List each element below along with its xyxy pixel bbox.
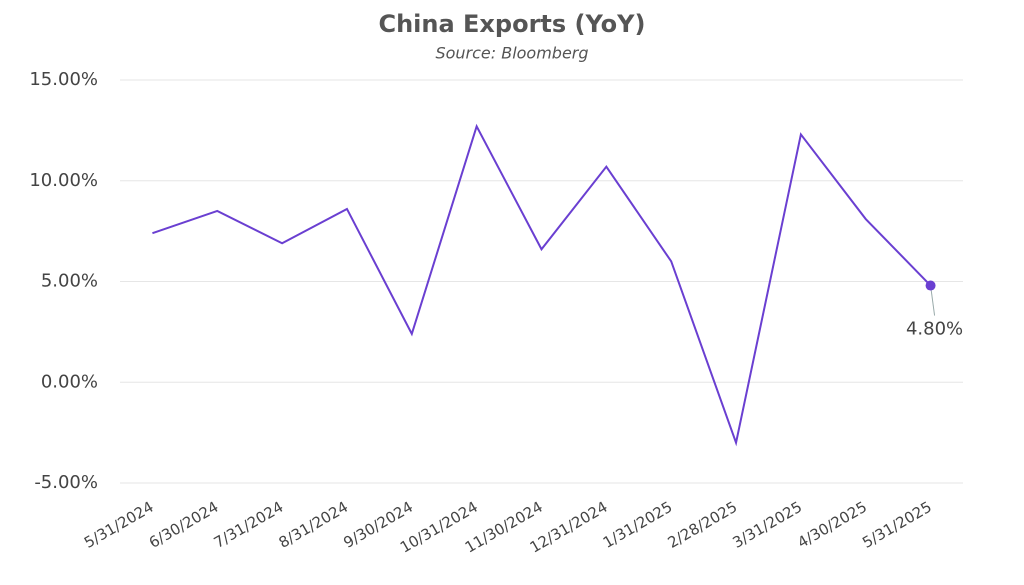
chart-subtitle: Source: Bloomberg — [435, 44, 588, 63]
point — [925, 280, 936, 291]
x-tick-label: 4/30/2025 — [794, 498, 870, 552]
x-tick-label: 2/28/2025 — [665, 498, 741, 552]
x-tick-label: 5/31/2025 — [859, 498, 935, 552]
series-line — [152, 123, 932, 447]
x-tick-label: 6/30/2024 — [146, 498, 222, 552]
x-tick-label: 8/31/2024 — [276, 498, 352, 552]
y-tick-label: 15.00% — [29, 69, 98, 90]
label-leader — [930, 285, 936, 316]
chart-title: China Exports (YoY) — [378, 10, 645, 38]
y-tick-label: 5.00% — [41, 271, 98, 292]
data-label: 4.80% — [906, 319, 963, 340]
y-tick-label: -5.00% — [34, 472, 98, 493]
x-tick-label: 1/31/2025 — [600, 498, 676, 552]
y-tick-label: 0.00% — [41, 371, 98, 392]
x-tick-label: 3/31/2025 — [730, 498, 806, 552]
x-tick-label: 5/31/2024 — [81, 498, 157, 552]
y-tick-label: 10.00% — [29, 170, 98, 191]
x-tick-label: 7/31/2024 — [211, 498, 287, 552]
